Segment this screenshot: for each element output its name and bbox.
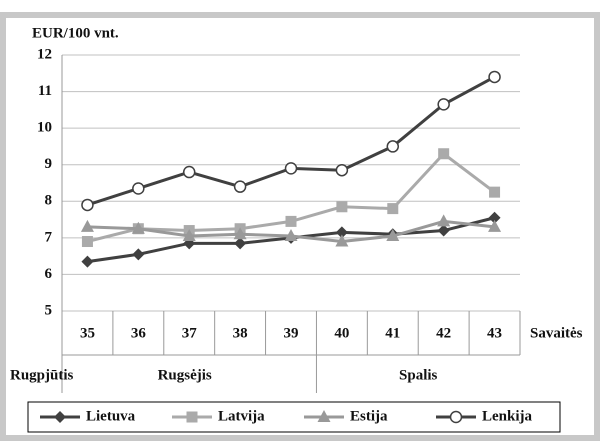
marker	[285, 215, 297, 227]
marker	[182, 165, 196, 179]
x-tick-label: 41	[385, 325, 400, 341]
marker	[81, 255, 94, 268]
marker	[449, 410, 463, 424]
marker	[488, 219, 502, 232]
marker	[186, 411, 198, 423]
marker	[336, 201, 348, 213]
marker	[317, 410, 331, 422]
marker	[132, 248, 145, 261]
x-tick-label: 43	[487, 325, 502, 341]
marker	[489, 186, 501, 198]
x-tick-label: 42	[436, 325, 451, 341]
y-axis-title: EUR/100 vnt.	[32, 25, 119, 41]
marker	[80, 219, 94, 232]
marker	[386, 229, 400, 242]
marker	[132, 182, 145, 195]
y-tick-label: 7	[45, 229, 53, 245]
marker	[234, 237, 247, 250]
y-tick-label: 11	[38, 83, 52, 99]
marker	[488, 211, 501, 224]
legend-label: Estija	[350, 408, 388, 424]
marker	[387, 203, 399, 215]
x-tick-label: 35	[80, 325, 95, 341]
marker	[233, 180, 247, 193]
marker	[284, 162, 298, 175]
marker	[182, 229, 196, 242]
marker	[81, 198, 94, 212]
marker	[335, 226, 348, 239]
month-label: Rugsėjis	[158, 367, 212, 383]
x-tick-label: 36	[131, 325, 147, 341]
y-tick-label: 12	[37, 46, 52, 62]
legend-label: Lietuva	[86, 408, 136, 424]
legend-label: Latvija	[218, 408, 265, 424]
x-tick-label: 39	[284, 325, 299, 341]
marker	[81, 236, 93, 248]
marker	[437, 214, 451, 227]
marker	[438, 148, 450, 160]
y-tick-label: 8	[45, 193, 53, 209]
marker	[488, 70, 501, 84]
marker	[131, 221, 145, 234]
y-tick-label: 9	[45, 156, 53, 172]
marker	[335, 163, 349, 177]
marker	[386, 140, 400, 153]
x-tick-label: 38	[233, 325, 248, 341]
x-tick-label: 40	[334, 325, 349, 341]
month-label: Spalis	[399, 367, 438, 383]
x-axis-title: Savaitės	[530, 325, 583, 341]
y-tick-label: 6	[45, 266, 53, 282]
marker	[233, 227, 247, 240]
marker	[54, 411, 66, 423]
x-tick-label: 37	[182, 325, 198, 341]
y-tick-label: 10	[37, 120, 52, 136]
legend-label: Lenkija	[482, 408, 533, 424]
marker	[437, 224, 450, 237]
marker	[335, 234, 349, 247]
marker	[284, 229, 298, 242]
marker	[437, 98, 450, 111]
y-tick-label: 5	[45, 302, 53, 318]
month-label: Rugpjūtis	[10, 367, 74, 383]
